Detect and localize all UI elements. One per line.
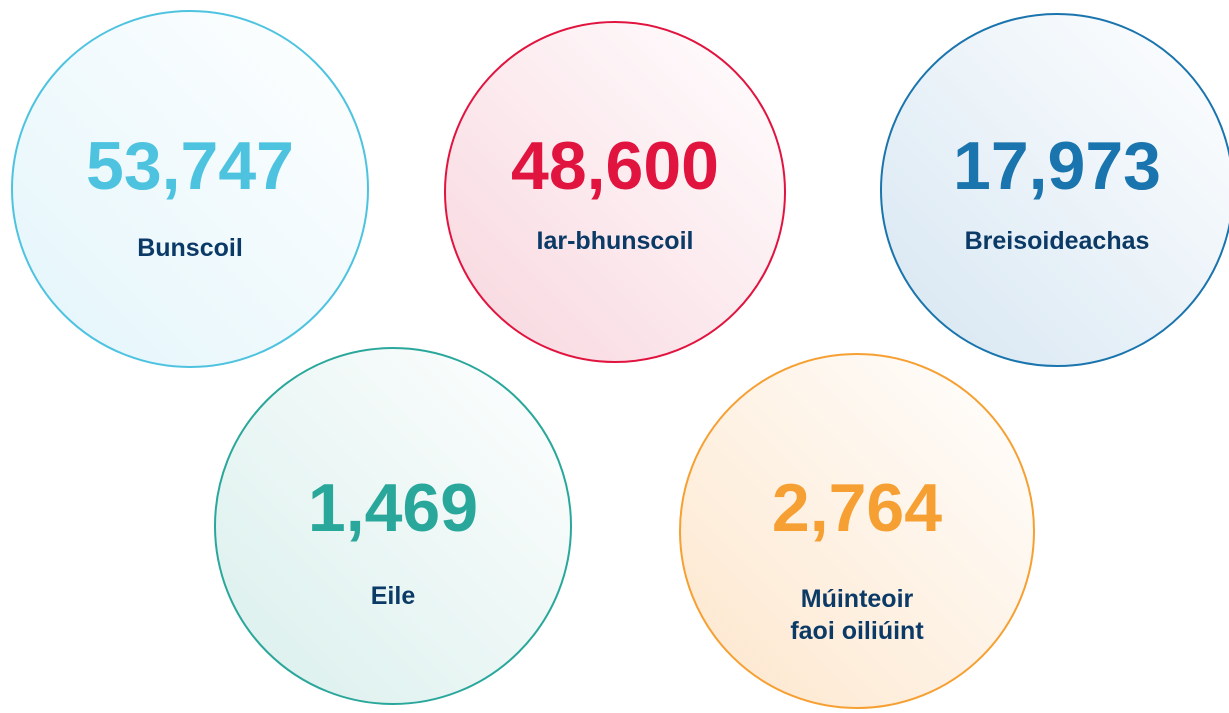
stat-circle — [214, 347, 572, 705]
stat-number: 48,600 — [511, 128, 719, 204]
stat-number: 17,973 — [953, 128, 1161, 204]
stat-number: 53,747 — [86, 128, 294, 204]
stat-label: Iar-bhunscoil — [537, 227, 694, 255]
stat-circle — [444, 21, 786, 363]
stat-card: 2,764 Múinteoir faoi oiliúint — [679, 353, 1035, 709]
stat-label: Bunscoil — [137, 234, 243, 262]
stat-card: 1,469 Eile — [214, 347, 572, 705]
stat-circle — [679, 353, 1035, 709]
stat-circle — [880, 13, 1229, 367]
stat-card: 53,747 Bunscoil — [11, 10, 369, 368]
stat-number: 1,469 — [308, 470, 478, 546]
stat-label: faoi oiliúint — [790, 617, 924, 645]
stat-card: 48,600 Iar-bhunscoil — [444, 21, 786, 363]
stat-number: 2,764 — [772, 470, 942, 546]
stat-card: 17,973 Breisoideachas — [880, 13, 1229, 367]
stat-circle — [11, 10, 369, 368]
stat-label: Eile — [371, 582, 416, 610]
stat-label: Breisoideachas — [965, 227, 1150, 255]
stat-label: Múinteoir — [801, 585, 914, 613]
